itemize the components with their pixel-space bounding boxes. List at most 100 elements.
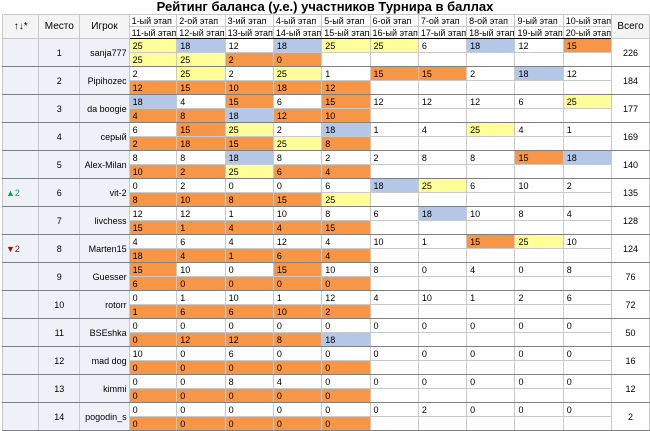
score-cell: 6 (466, 178, 516, 193)
score-cell: 18 (321, 122, 371, 137)
score-cell (466, 108, 516, 123)
rank-change (1, 318, 40, 347)
score-cell (514, 332, 564, 347)
score-cell (514, 304, 564, 319)
score-cell: 2 (321, 150, 371, 165)
score-cell: 25 (562, 94, 613, 109)
score-cell: 0 (176, 360, 226, 375)
place-cell: 10 (38, 290, 81, 319)
player-name[interactable]: vit-2 (79, 178, 130, 207)
score-cell: 15 (176, 80, 226, 95)
rank-change (1, 290, 40, 319)
change-header[interactable]: ↑↓* (1, 14, 40, 39)
score-cell: 12 (321, 80, 371, 95)
score-cell: 4 (321, 164, 371, 179)
score-cell: 18 (224, 108, 274, 123)
score-cell: 8 (272, 332, 323, 347)
score-cell: 18 (128, 248, 178, 263)
score-cell: 12 (417, 94, 468, 109)
score-cell: 1 (176, 220, 226, 235)
stage-header-bottom: 20-ый этап (562, 26, 613, 39)
total-cell: 16 (611, 346, 650, 375)
score-cell: 6 (321, 178, 371, 193)
score-cell: 0 (176, 388, 226, 403)
score-cell (562, 164, 613, 179)
table-row: 2 Pipihozec 2 25 2 25 1 15 15 2 18 12 184 (1, 66, 650, 95)
score-cell: 15 (176, 122, 226, 137)
player-name[interactable]: rotorr (79, 290, 130, 319)
score-cell: 2 (466, 66, 516, 81)
score-cell (417, 416, 468, 431)
score-cell (369, 388, 419, 403)
score-cell: 6 (562, 290, 613, 305)
player-name[interactable]: серый (79, 122, 130, 151)
score-cell: 10 (466, 206, 516, 221)
score-cell (466, 220, 516, 235)
score-cell: 4 (321, 248, 371, 263)
stage-header-top: 3-ий этап (224, 14, 274, 27)
place-cell: 11 (38, 318, 81, 347)
score-cell: 0 (321, 276, 371, 291)
score-cell: 4 (514, 122, 564, 137)
score-cell (369, 52, 419, 67)
score-cell: 15 (224, 94, 274, 109)
score-cell: 6 (224, 304, 274, 319)
score-cell: 2 (562, 178, 613, 193)
score-cell: 25 (128, 52, 178, 67)
score-cell: 25 (272, 66, 323, 81)
score-cell: 4 (128, 108, 178, 123)
place-cell: 13 (38, 374, 81, 403)
player-name[interactable]: BSEshka (79, 318, 130, 347)
player-name[interactable]: livchess (79, 206, 130, 235)
score-cell (514, 248, 564, 263)
player-name[interactable]: sanja777 (79, 38, 130, 67)
score-cell: 8 (417, 150, 468, 165)
score-cell: 0 (176, 402, 226, 417)
score-cell: 2 (176, 178, 226, 193)
score-cell (369, 80, 419, 95)
score-cell: 10 (176, 262, 226, 277)
score-cell: 0 (417, 374, 468, 389)
player-name[interactable]: mad dog (79, 346, 130, 375)
score-cell: 10 (417, 290, 468, 305)
score-cell (514, 52, 564, 67)
player-name[interactable]: pogodin_s (79, 402, 130, 431)
score-cell (417, 108, 468, 123)
score-cell: 8 (128, 192, 178, 207)
stage-header-bottom: 12-ый этап (176, 26, 226, 39)
place-cell: 14 (38, 402, 81, 431)
place-cell: 3 (38, 94, 81, 123)
score-cell: 0 (514, 262, 564, 277)
score-cell (562, 276, 613, 291)
score-cell (562, 220, 613, 235)
player-name[interactable]: kimmi (79, 374, 130, 403)
score-cell: 12 (224, 332, 274, 347)
player-name[interactable]: Marten15 (79, 234, 130, 263)
score-cell: 12 (176, 206, 226, 221)
player-name[interactable]: Guesser (79, 262, 130, 291)
score-cell: 15 (514, 150, 564, 165)
score-cell: 12 (369, 94, 419, 109)
player-name[interactable]: Pipihozec (79, 66, 130, 95)
score-cell: 0 (514, 374, 564, 389)
score-cell: 8 (176, 150, 226, 165)
score-cell: 25 (417, 178, 468, 193)
score-cell: 1 (562, 122, 613, 137)
score-cell (369, 416, 419, 431)
table-row: 4 серый 6 15 25 2 18 1 4 25 4 1 169 (1, 122, 650, 151)
score-cell: 0 (466, 374, 516, 389)
score-cell: 12 (224, 38, 274, 53)
score-cell (466, 276, 516, 291)
player-name[interactable]: da boogie (79, 94, 130, 123)
score-cell (417, 164, 468, 179)
player-name[interactable]: Alex-Milan (79, 150, 130, 179)
score-cell: 0 (128, 402, 178, 417)
place-cell: 12 (38, 346, 81, 375)
score-cell: 6 (514, 94, 564, 109)
score-cell: 8 (562, 262, 613, 277)
score-cell (369, 164, 419, 179)
score-cell (514, 220, 564, 235)
score-cell: 0 (176, 374, 226, 389)
score-cell: 0 (272, 178, 323, 193)
score-cell: 0 (369, 374, 419, 389)
